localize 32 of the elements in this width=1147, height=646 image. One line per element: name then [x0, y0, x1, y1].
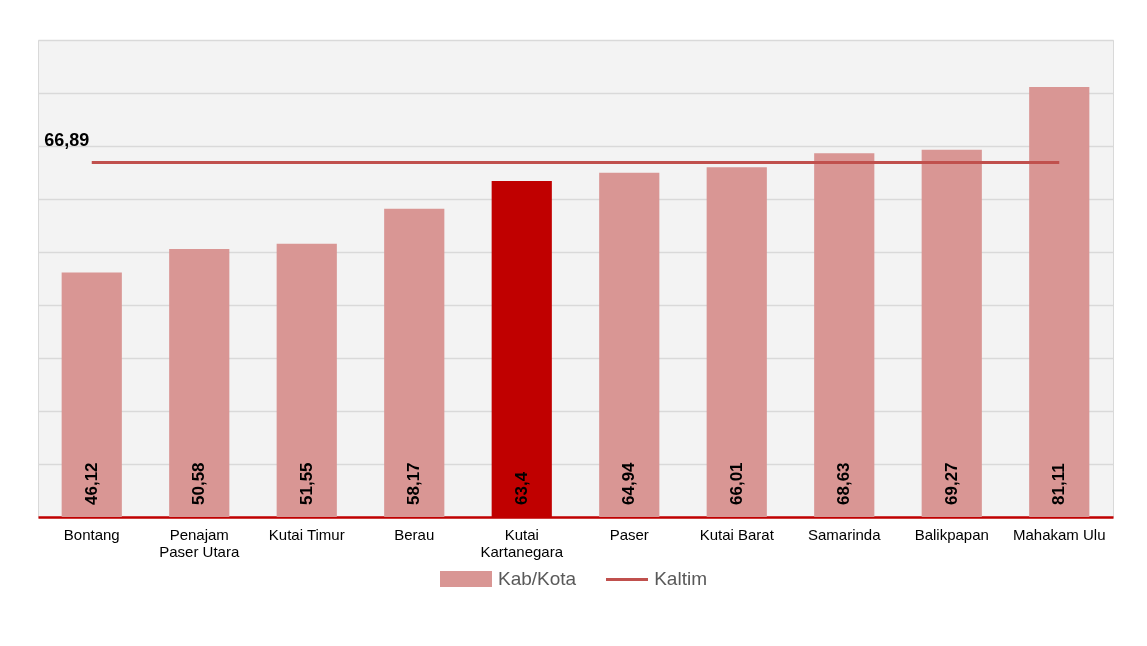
- x-tick-label: Samarinda: [807, 525, 882, 543]
- bar: [814, 153, 875, 517]
- x-tick-label: Penajam Paser Utara: [159, 525, 240, 560]
- data-label: 81,11: [1049, 463, 1069, 505]
- x-tick-label: Kutai Kartanegara: [480, 525, 564, 560]
- data-label: 50,58: [189, 462, 209, 505]
- data-label: 66,01: [726, 462, 746, 505]
- x-tick-label: Kutai Timur: [268, 525, 345, 543]
- bar: [921, 149, 982, 517]
- data-label: 58,17: [404, 462, 424, 505]
- bar: [276, 243, 337, 517]
- data-label: 66,89: [44, 130, 90, 151]
- x-tick-label: Berau: [394, 525, 435, 543]
- data-label: 68,63: [834, 462, 854, 505]
- data-label: 69,27: [941, 462, 961, 505]
- data-label: 46,12: [81, 462, 101, 505]
- x-tick-label: Bontang: [63, 525, 120, 543]
- bar: [706, 167, 767, 517]
- data-label: 64,94: [619, 461, 639, 505]
- bar: [61, 272, 122, 517]
- x-tick-label: Kutai Barat: [699, 525, 775, 543]
- data-label: 63,4: [511, 471, 531, 505]
- bar: [169, 248, 230, 517]
- data-label: 51,55: [296, 462, 316, 505]
- bar: [1029, 87, 1090, 517]
- legend-label: Kaltim: [654, 568, 707, 590]
- legend-label: Kab/Kota: [498, 568, 577, 590]
- bar: [384, 208, 445, 517]
- x-tick-label: Paser: [609, 525, 649, 543]
- x-tick-label: Balikpapan: [914, 525, 989, 543]
- x-tick-label: Mahakam Ulu: [1012, 525, 1106, 543]
- bar: [599, 172, 660, 517]
